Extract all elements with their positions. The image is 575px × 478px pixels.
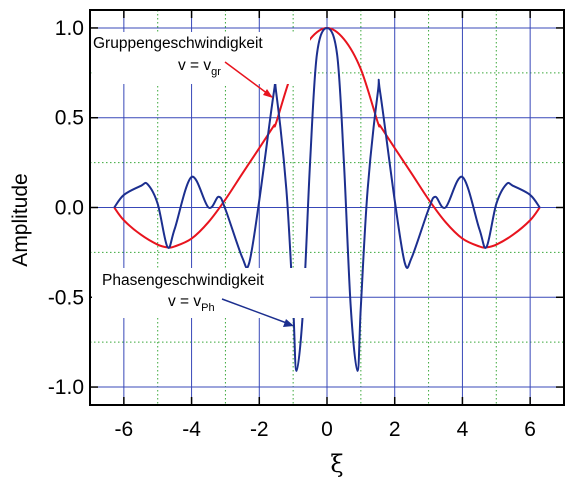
- x-tick-label: 0: [321, 418, 333, 441]
- group-velocity-formula-main: v = v: [178, 57, 211, 74]
- phase-velocity-arrow: [221, 298, 293, 326]
- group-velocity-arrowhead: [263, 89, 273, 98]
- y-tick-label: -0.5: [48, 286, 84, 309]
- y-tick-label: 0.0: [55, 197, 84, 220]
- phase-velocity-curve: [113, 26, 541, 372]
- x-tick-labels: -6 -4 -2 0 2 4 6: [115, 418, 536, 441]
- x-tick-label: 2: [389, 418, 401, 441]
- phase-velocity-label-bg: [92, 268, 310, 318]
- phase-velocity-arrowhead: [283, 319, 294, 327]
- x-tick-label: -4: [182, 418, 201, 441]
- y-tick-label: 1.0: [55, 17, 84, 40]
- phase-velocity-formula-sub: Ph: [201, 302, 214, 314]
- phase-velocity-label: Phasengeschwindigkeit: [102, 272, 265, 289]
- y-tick-label: -1.0: [48, 376, 84, 399]
- x-axis-title: ξ: [330, 450, 343, 478]
- x-tick-label: -6: [115, 418, 134, 441]
- y-axis-title: Amplitude: [9, 173, 32, 266]
- phase-velocity-formula-main: v = v: [168, 293, 201, 310]
- group-velocity-formula-sub: gr: [211, 66, 221, 78]
- y-tick-label: 0.5: [55, 107, 84, 130]
- y-tick-labels: -1.0 -0.5 0.0 0.5 1.0: [48, 17, 84, 399]
- series-layer: [113, 26, 541, 372]
- group-velocity-annotation: Gruppengeschwindigkeit v = vgr: [92, 32, 310, 98]
- group-velocity-arrow: [224, 61, 273, 98]
- x-tick-label: 4: [457, 418, 469, 441]
- x-tick-label: -2: [250, 418, 269, 441]
- group-velocity-label-bg: [92, 32, 310, 84]
- phase-velocity-annotation: Phasengeschwindigkeit v = vPh: [92, 268, 310, 327]
- group-velocity-label: Gruppengeschwindigkeit: [93, 35, 263, 52]
- x-tick-label: 6: [524, 418, 536, 441]
- axis-ticks: [90, 10, 564, 405]
- group-velocity-formula: v = vgr: [178, 57, 221, 78]
- phase-velocity-formula: v = vPh: [168, 293, 215, 314]
